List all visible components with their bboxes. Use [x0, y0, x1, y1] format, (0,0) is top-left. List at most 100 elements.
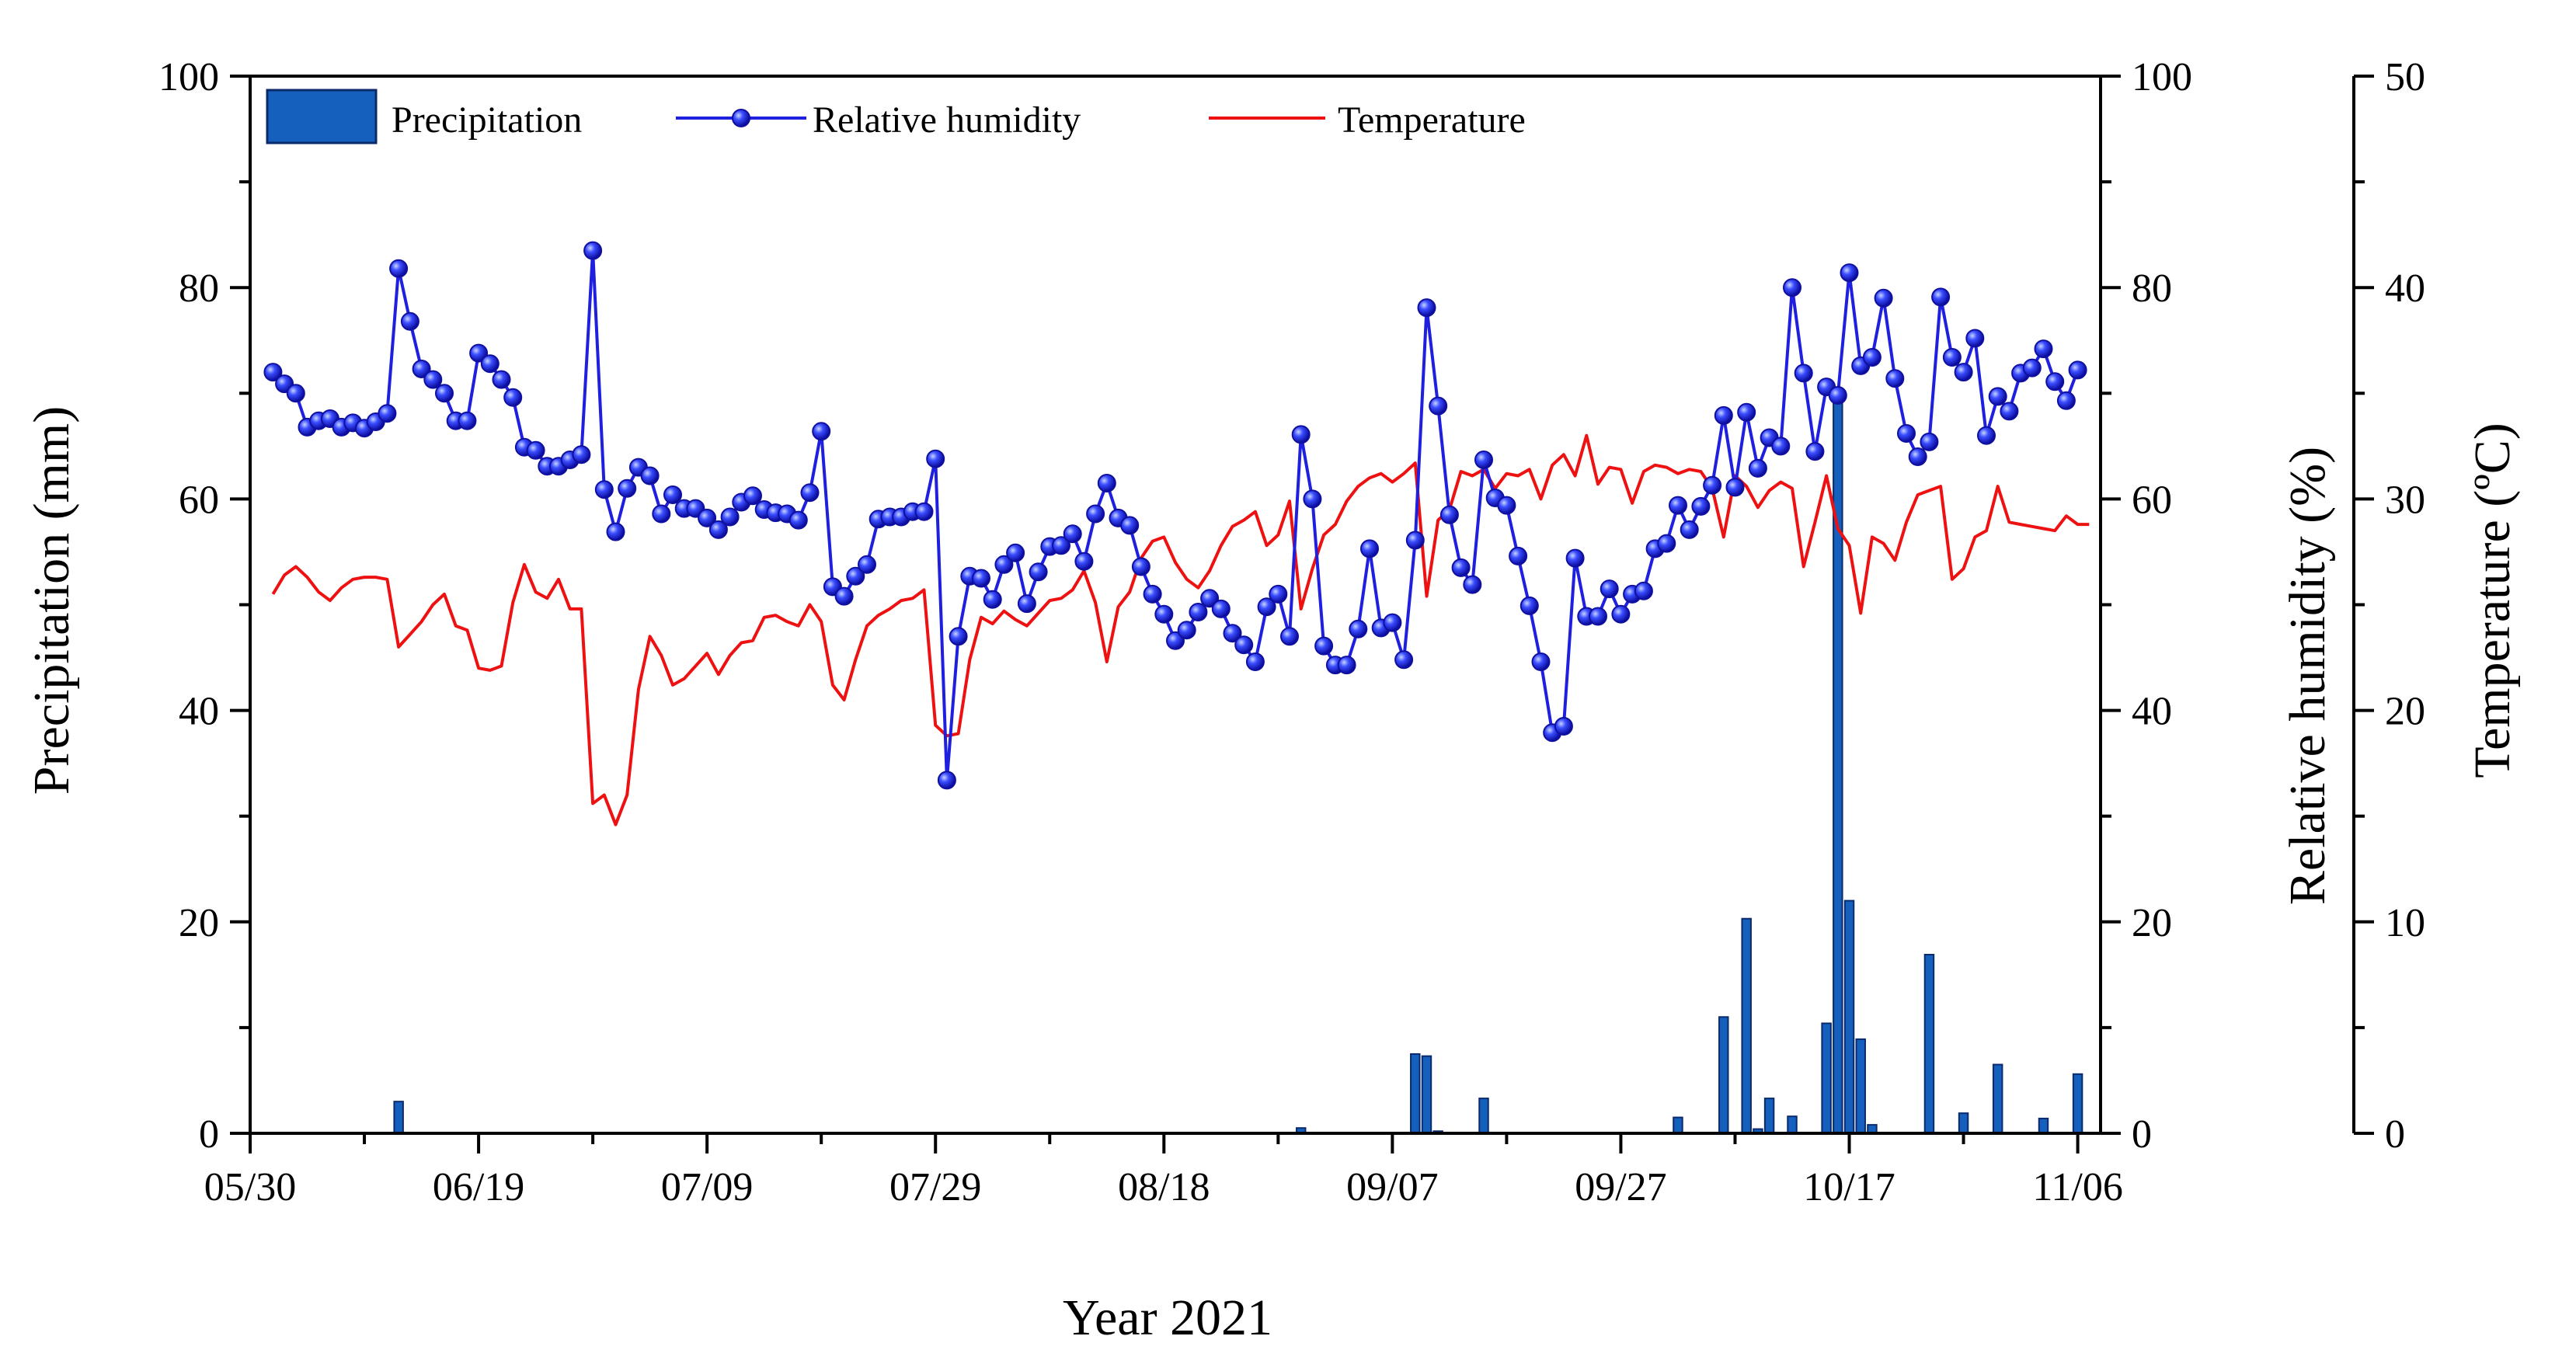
humidity-point [1942, 348, 1962, 367]
precipitation-bar [393, 1101, 404, 1135]
humidity-point [1439, 505, 1459, 524]
humidity-point [1086, 504, 1105, 524]
humidity-point [652, 504, 671, 524]
humidity-point [1783, 278, 1801, 297]
humidity-point [469, 343, 489, 363]
precipitation-bar [1718, 1016, 1729, 1135]
humidity-tick-label: 100 [2132, 55, 2192, 99]
temperature-tick-label: 40 [2385, 266, 2425, 311]
humidity-point [1874, 288, 1893, 308]
precipitation-bar [1923, 953, 1935, 1134]
axes: 05/30 06/19 07/09 07/29 08/18 09/07 09/27 10/17… [158, 55, 2425, 1209]
humidity-point [708, 520, 728, 539]
left-tick-label: 20 [179, 901, 219, 945]
humidity-point [937, 771, 956, 790]
humidity-tick-label: 60 [2132, 478, 2172, 522]
temperature-axis-title: Temperature (ºC) [2464, 423, 2521, 778]
plot-border [249, 75, 2102, 1135]
temperature-tick-label: 50 [2385, 55, 2425, 99]
x-tick-label: 09/27 [1575, 1165, 1666, 1209]
humidity-point [286, 384, 305, 403]
humidity-axis-title: Relative humidity (%) [2279, 447, 2336, 905]
humidity-point [1166, 631, 1185, 650]
humidity-point [1463, 575, 1482, 594]
left-tick-label: 60 [179, 478, 219, 522]
humidity-point [1131, 557, 1150, 576]
humidity-point [2000, 402, 2019, 421]
humidity-point [846, 566, 865, 586]
humidity-point [412, 360, 431, 378]
left-axis-title: Precipitation (mm) [23, 406, 80, 795]
humidity-point [640, 466, 660, 485]
humidity-point [1451, 558, 1471, 577]
precipitation-bar [2072, 1073, 2083, 1135]
humidity-point [1714, 405, 1733, 425]
precipitation-bar [1410, 1053, 1421, 1135]
humidity-point [1429, 396, 1448, 416]
temperature-tick-label: 20 [2385, 690, 2425, 734]
humidity-point [1794, 364, 1813, 383]
precipitation-bar [1992, 1063, 2003, 1135]
precipitation-bar [1855, 1038, 1866, 1134]
humidity-point [1885, 369, 1905, 388]
humidity-point [1303, 489, 1322, 509]
precipitation-bar [1833, 392, 1843, 1134]
humidity-point [743, 486, 762, 506]
humidity-point [1234, 635, 1254, 655]
humidity-point [834, 586, 854, 606]
humidity-point [583, 241, 603, 260]
humidity-point [1349, 619, 1368, 638]
humidity-point [1988, 387, 2007, 406]
legend: Precipitation Relative humidity Temperat… [266, 89, 1526, 144]
humidity-point [2045, 372, 2065, 391]
precipitation-bar [1421, 1055, 1432, 1134]
humidity-point [378, 404, 397, 423]
humidity-point [994, 555, 1014, 574]
humidity-point [1897, 424, 1916, 443]
humidity-point [1154, 604, 1174, 624]
precipitation-bar [1673, 1116, 1683, 1134]
legend-swatch-precipitation [266, 89, 378, 144]
humidity-point [1417, 298, 1436, 318]
left-tick-label: 40 [179, 690, 219, 734]
humidity-point [1074, 551, 1094, 571]
humidity-point [1805, 442, 1825, 461]
humidity-point [1908, 447, 1927, 466]
humidity-point [1143, 584, 1162, 604]
humidity-point [1211, 599, 1231, 618]
precipitation-bar [2038, 1117, 2049, 1135]
humidity-point [1383, 613, 1402, 632]
x-axis-title: Year 2021 [1063, 1289, 1272, 1346]
humidity-series [263, 241, 2087, 790]
humidity-point [1725, 478, 1745, 497]
humidity-point [572, 445, 591, 465]
precipitation-bar [1478, 1098, 1489, 1135]
humidity-point [618, 478, 637, 498]
humidity-point [1189, 603, 1208, 621]
humidity-point [2022, 358, 2042, 378]
humidity-point [1920, 432, 1939, 451]
humidity-point [698, 508, 717, 527]
humidity-point [1052, 536, 1070, 555]
humidity-tick-label: 0 [2132, 1112, 2152, 1157]
legend-label-humidity: Relative humidity [813, 99, 1081, 141]
humidity-point [1634, 581, 1653, 600]
temperature-tick-label: 10 [2385, 901, 2425, 945]
humidity-point [480, 354, 500, 374]
humidity-point [1337, 656, 1356, 675]
humidity-point [1565, 548, 1585, 568]
humidity-point [788, 510, 808, 530]
humidity-point [1245, 652, 1265, 671]
humidity-point [2056, 391, 2076, 410]
humidity-point [2068, 360, 2087, 380]
x-tick-label: 07/09 [661, 1165, 753, 1209]
precipitation-bar [1787, 1115, 1798, 1134]
legend-marker-humidity [732, 109, 750, 127]
humidity-point [1177, 621, 1196, 640]
humidity-point [1703, 475, 1722, 495]
humidity-point [1954, 363, 1973, 382]
left-tick-label: 100 [158, 55, 219, 99]
humidity-point [1509, 546, 1528, 565]
humidity-point [1657, 534, 1676, 553]
humidity-point [1497, 496, 1516, 515]
